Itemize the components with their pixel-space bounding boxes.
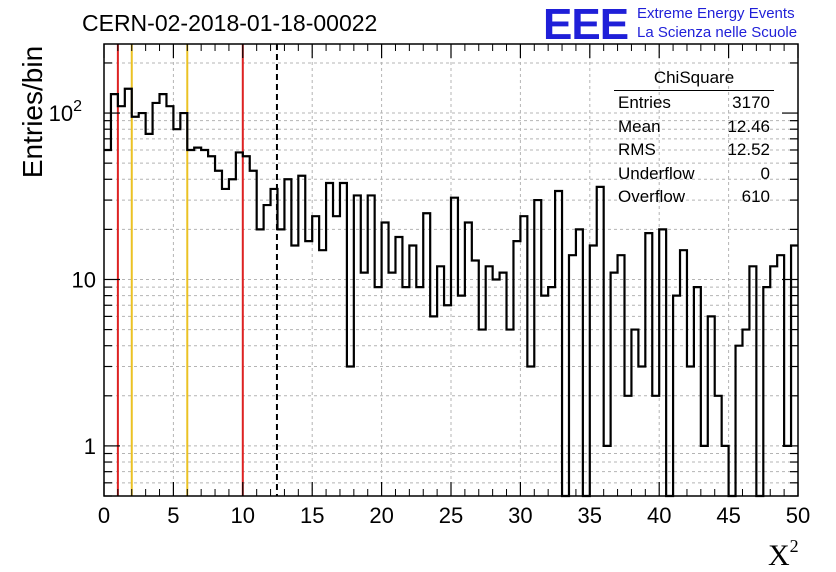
x-tick-label: 35 — [578, 503, 602, 528]
stats-row: RMS 12.52 — [610, 138, 780, 162]
y-tick-label: 102 — [49, 98, 82, 126]
stats-value: 3170 — [732, 93, 770, 112]
x-tick-label: 10 — [231, 503, 255, 528]
stats-value: 0 — [760, 163, 770, 183]
stats-row: Overflow 610 — [610, 185, 780, 209]
x-axis-label-superscript: 2 — [790, 536, 799, 556]
stats-row: Mean 12.46 — [610, 115, 780, 139]
x-tick-label: 50 — [786, 503, 810, 528]
stats-rows: Entries 3170 Mean 12.46 RMS 12.52 Underflow 0 Ov… — [610, 91, 780, 209]
stats-value: 12.52 — [727, 140, 770, 159]
x-axis-label: X2 — [768, 536, 799, 572]
grid-lines — [104, 44, 798, 497]
stats-value: 610 — [741, 187, 770, 206]
stats-label: Overflow — [618, 187, 686, 206]
stats-box: ChiSquare Entries 3170 Mean 12.46 RMS 12.52 Un… — [610, 68, 780, 209]
axis-ticks: 0 5 10 15 20 25 30 35 40 45 50 1 10 102 — [49, 44, 810, 528]
stats-row: Underflow 0 — [610, 162, 780, 186]
stats-title: ChiSquare — [614, 68, 774, 91]
x-tick-label: 0 — [98, 503, 110, 528]
x-tick-label: 30 — [508, 503, 532, 528]
stats-row: Entries 3170 — [610, 91, 780, 115]
x-tick-label: 45 — [716, 503, 740, 528]
x-tick-label: 40 — [647, 503, 671, 528]
stats-label: Entries — [618, 93, 671, 112]
stats-label: RMS — [618, 140, 656, 159]
x-tick-label: 15 — [300, 503, 324, 528]
reference-lines — [116, 44, 278, 496]
stats-label: Underflow — [618, 163, 695, 183]
x-tick-label: 25 — [439, 503, 463, 528]
x-tick-label: 5 — [167, 503, 179, 528]
stats-label: Mean — [618, 116, 661, 136]
y-tick-label: 10 — [72, 267, 96, 292]
y-tick-label: 1 — [84, 434, 96, 459]
stats-value: 12.46 — [727, 116, 770, 136]
histogram-line — [104, 87, 798, 498]
chart-title: CERN-02-2018-01-18-00022 — [82, 10, 378, 36]
y-axis-label: Entries/bin — [17, 46, 48, 178]
eee-logo: EEE — [543, 0, 629, 49]
logo-line-1: Extreme Energy Events — [637, 5, 795, 22]
logo-line-2: La Scienza nelle Scuole — [637, 24, 798, 41]
x-tick-label: 20 — [369, 503, 393, 528]
